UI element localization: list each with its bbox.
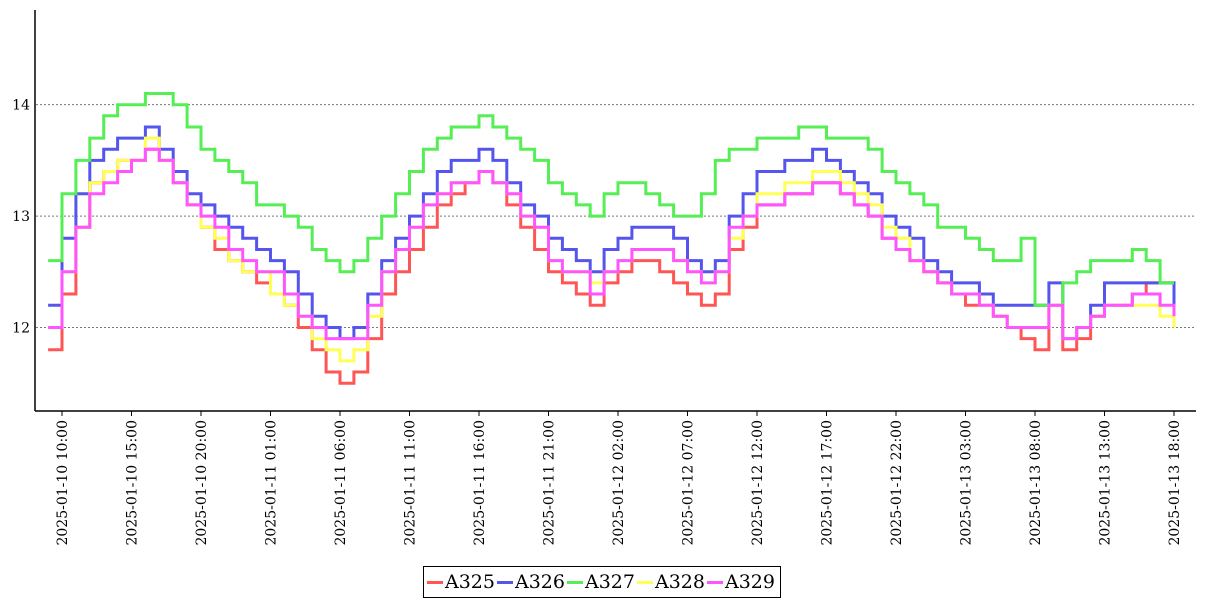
- legend-label: A325: [445, 571, 495, 593]
- series-line-a327: [48, 92, 1174, 307]
- legend-label: A328: [655, 571, 705, 593]
- x-tick-label: 2025-01-12 22:00: [889, 420, 905, 546]
- legend-label: A329: [725, 571, 775, 593]
- series-line-a325: [48, 147, 1176, 385]
- legend-label: A326: [515, 571, 565, 593]
- x-tick-label: 2025-01-13 18:00: [1167, 420, 1183, 546]
- x-tick-label: 2025-01-13 08:00: [1028, 420, 1044, 546]
- x-tick-label: 2025-01-10 15:00: [125, 420, 141, 546]
- axis-layer: [34, 10, 1196, 412]
- legend-swatch: [637, 580, 653, 584]
- legend-item-a326: A326: [497, 571, 565, 593]
- x-tick-label: 2025-01-13 13:00: [1098, 420, 1114, 546]
- y-tick-labels: 12 13 14: [12, 98, 30, 337]
- legend-item-a328: A328: [637, 571, 705, 593]
- legend-swatch: [497, 580, 513, 584]
- y-tick-label: 13: [12, 209, 30, 225]
- legend-swatch: [567, 580, 583, 584]
- x-tick-label: 2025-01-13 03:00: [959, 420, 975, 546]
- x-tick-label: 2025-01-12 12:00: [750, 420, 766, 546]
- legend-item-a325: A325: [427, 571, 495, 593]
- legend-swatch: [707, 580, 723, 584]
- x-tick-label: 2025-01-11 21:00: [542, 420, 558, 546]
- legend-swatch: [427, 580, 443, 584]
- x-tick-label: 2025-01-12 07:00: [681, 420, 697, 546]
- x-tick-label: 2025-01-12 02:00: [611, 420, 627, 546]
- x-tick-label: 2025-01-10 10:00: [55, 420, 71, 546]
- legend-label: A327: [585, 571, 635, 593]
- series-line-a326: [48, 125, 1176, 341]
- x-tick-labels: 2025-01-10 10:00 2025-01-10 15:00 2025-01-…: [55, 411, 1183, 546]
- chart-legend: A325 A326 A327 A328 A329: [423, 566, 781, 598]
- y-tick-label: 14: [12, 98, 30, 114]
- y-tick-label: 12: [12, 320, 30, 336]
- x-tick-label: 2025-01-11 06:00: [333, 420, 349, 546]
- x-tick-label: 2025-01-10 20:00: [194, 420, 210, 546]
- series-line-a329: [48, 147, 1176, 341]
- x-tick-label: 2025-01-11 01:00: [264, 420, 280, 546]
- x-tick-label: 2025-01-12 17:00: [820, 420, 836, 546]
- legend-item-a329: A329: [707, 571, 775, 593]
- x-tick-label: 2025-01-11 16:00: [472, 420, 488, 546]
- legend-item-a327: A327: [567, 571, 635, 593]
- x-tick-label: 2025-01-11 11:00: [403, 420, 419, 546]
- series-layer: [48, 92, 1176, 385]
